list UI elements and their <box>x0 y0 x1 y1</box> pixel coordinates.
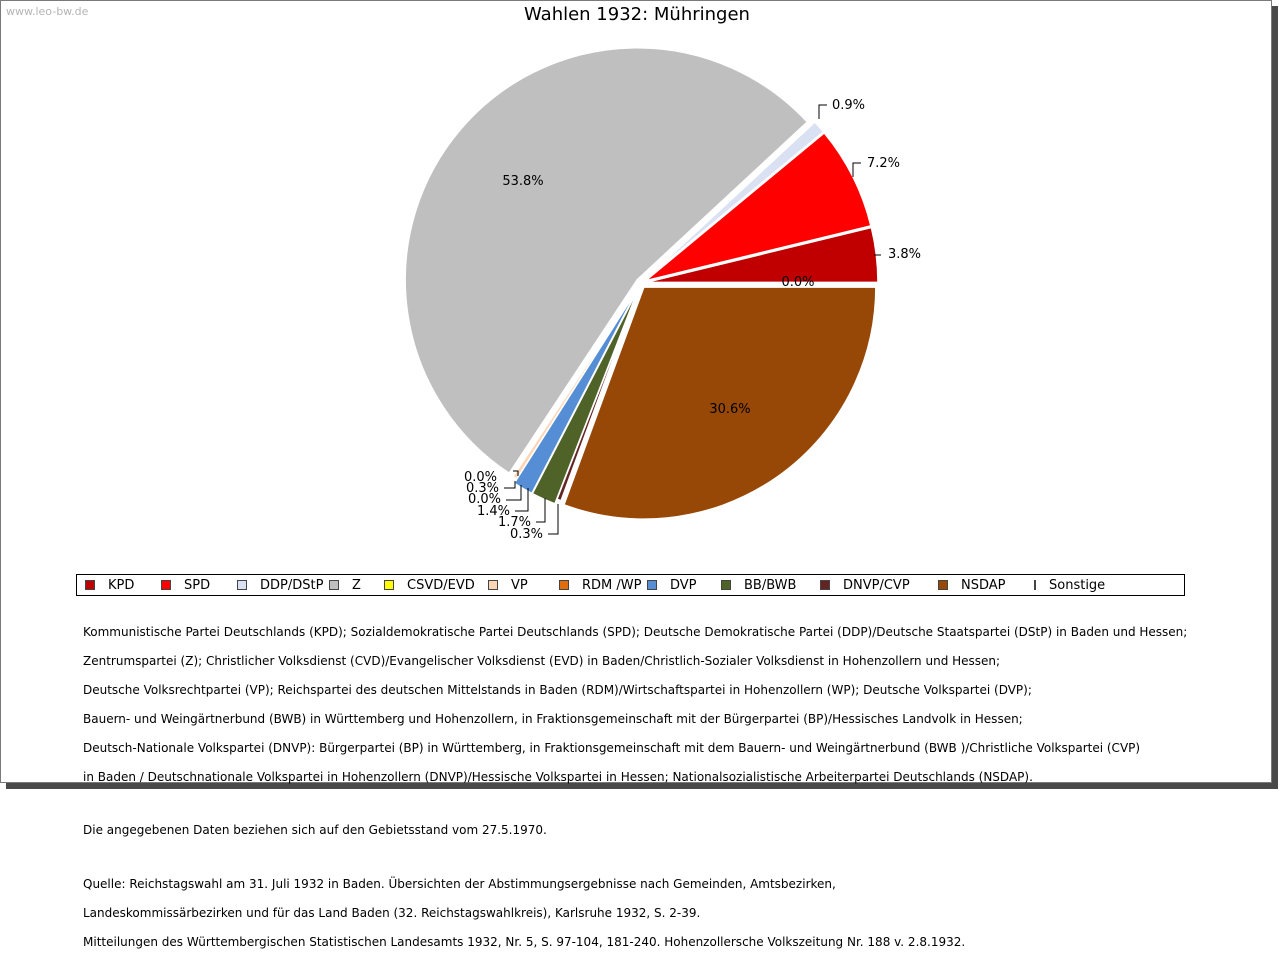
leader-line-dvp <box>515 488 529 512</box>
note-source-2: Landeskommissärbezirken und für das Land… <box>83 905 701 920</box>
legend-item-spd: SPD <box>161 578 237 593</box>
legend-swatch-sonstige <box>1034 580 1036 590</box>
pie-slice-ddp-dstp <box>644 120 825 281</box>
legend-item-kpd: KPD <box>85 578 161 593</box>
watermark: www.leo-bw.de <box>6 5 89 18</box>
pie-slice-dnvp-cvp <box>555 282 642 502</box>
leader-line-bb-bwb <box>536 498 546 523</box>
pie-chart: 3.8%7.2%0.9%53.8%0.0%0.3%0.0%1.4%1.7%0.3… <box>404 47 921 542</box>
notes: Kommunistische Partei Deutschlands (KPD)… <box>83 610 1187 964</box>
note-parties-3: Deutsche Volksrechtpartei (VP); Reichspa… <box>83 682 1032 697</box>
legend-swatch-kpd <box>85 580 95 590</box>
slice-label-z: 53.8% <box>502 174 543 189</box>
chart-title: Wahlen 1932: Mühringen <box>524 4 750 25</box>
legend-item-ddp-dstp: DDP/DStP <box>237 578 329 593</box>
leader-line-vp <box>504 481 516 489</box>
legend-item-nsdap: NSDAP <box>938 578 1034 593</box>
slice-label-kpd: 3.8% <box>888 247 921 262</box>
legend-swatch-nsdap <box>938 580 948 590</box>
slice-label-csvd-evd: 0.0% <box>464 470 497 485</box>
leader-line-spd <box>852 162 861 177</box>
legend-label-sonstige: Sonstige <box>1049 577 1106 593</box>
legend-label-bb-bwb: BB/BWB <box>744 577 797 593</box>
legend-label-dvp: DVP <box>670 577 697 593</box>
legend-item-z: Z <box>329 578 384 593</box>
legend-label-dnvp-cvp: DNVP/CVP <box>843 577 910 593</box>
leader-line-rdm-wp <box>506 485 522 501</box>
slice-label-dnvp-cvp: 0.3% <box>510 527 543 542</box>
legend-label-z: Z <box>352 577 361 593</box>
legend-swatch-vp <box>488 580 498 590</box>
note-parties-5: Deutsch-Nationale Volkspartei (DNVP): Bü… <box>83 740 1141 755</box>
legend-item-sonstige: Sonstige <box>1034 577 1106 593</box>
leader-line-dnvp-cvp <box>548 504 559 535</box>
legend-label-rdm-wp: RDM /WP <box>582 577 642 593</box>
slice-label-nsdap: 30.6% <box>709 402 750 417</box>
pie-slice-nsdap <box>562 286 877 520</box>
leader-line-ddp-dstp <box>818 104 827 119</box>
leader-line-csvd-evd <box>513 470 519 476</box>
note-parties-6: in Baden / Deutschnationale Volkspartei … <box>83 769 1033 784</box>
slice-label-sonstige: 0.0% <box>781 275 814 290</box>
legend-label-nsdap: NSDAP <box>961 577 1006 593</box>
slice-label-bb-bwb: 1.7% <box>498 515 531 530</box>
legend: KPD SPD DDP/DStP Z CSVD/EVD VP RDM /WP DVP BB/BW… <box>76 574 1185 596</box>
legend-item-dvp: DVP <box>647 578 721 593</box>
legend-label-ddp-dstp: DDP/DStP <box>260 577 324 593</box>
legend-swatch-csvd-evd <box>384 580 394 590</box>
note-parties-4: Bauern- und Weingärtnerbund (BWB) in Wür… <box>83 711 1023 726</box>
legend-swatch-z <box>329 580 339 590</box>
legend-swatch-bb-bwb <box>721 580 731 590</box>
legend-label-spd: SPD <box>184 577 211 593</box>
legend-item-csvd-evd: CSVD/EVD <box>384 578 488 593</box>
note-parties-2: Zentrumspartei (Z); Christlicher Volksdi… <box>83 653 1001 668</box>
legend-swatch-rdm-wp <box>559 580 569 590</box>
note-parties-1: Kommunistische Partei Deutschlands (KPD)… <box>83 624 1188 639</box>
slice-label-ddp-dstp: 0.9% <box>832 98 865 113</box>
legend-swatch-spd <box>161 580 171 590</box>
chart-frame: www.leo-bw.de Wahlen 1932: Mühringen 3.8… <box>0 0 1272 949</box>
legend-item-dnvp-cvp: DNVP/CVP <box>820 578 938 593</box>
legend-swatch-dvp <box>647 580 657 590</box>
slice-label-vp: 0.3% <box>466 481 499 496</box>
pie-slice-bb-bwb <box>531 287 640 505</box>
note-source-3: Mitteilungen des Württembergischen Stati… <box>83 934 966 949</box>
slice-label-rdm-wp: 0.0% <box>468 492 501 507</box>
pie-slice-z <box>404 47 809 475</box>
legend-label-kpd: KPD <box>108 577 135 593</box>
slice-label-spd: 7.2% <box>867 156 900 171</box>
legend-swatch-ddp-dstp <box>237 580 247 590</box>
legend-item-bb-bwb: BB/BWB <box>721 578 820 593</box>
note-territory: Die angegebenen Daten beziehen sich auf … <box>83 823 547 837</box>
legend-swatch-dnvp-cvp <box>820 580 830 590</box>
legend-label-vp: VP <box>511 577 528 593</box>
note-source-1: Quelle: Reichstagswahl am 31. Juli 1932 … <box>83 876 836 891</box>
legend-item-rdm-wp: RDM /WP <box>559 578 647 593</box>
slice-label-dvp: 1.4% <box>477 504 510 519</box>
legend-label-csvd-evd: CSVD/EVD <box>407 577 475 593</box>
legend-item-vp: VP <box>488 578 559 593</box>
